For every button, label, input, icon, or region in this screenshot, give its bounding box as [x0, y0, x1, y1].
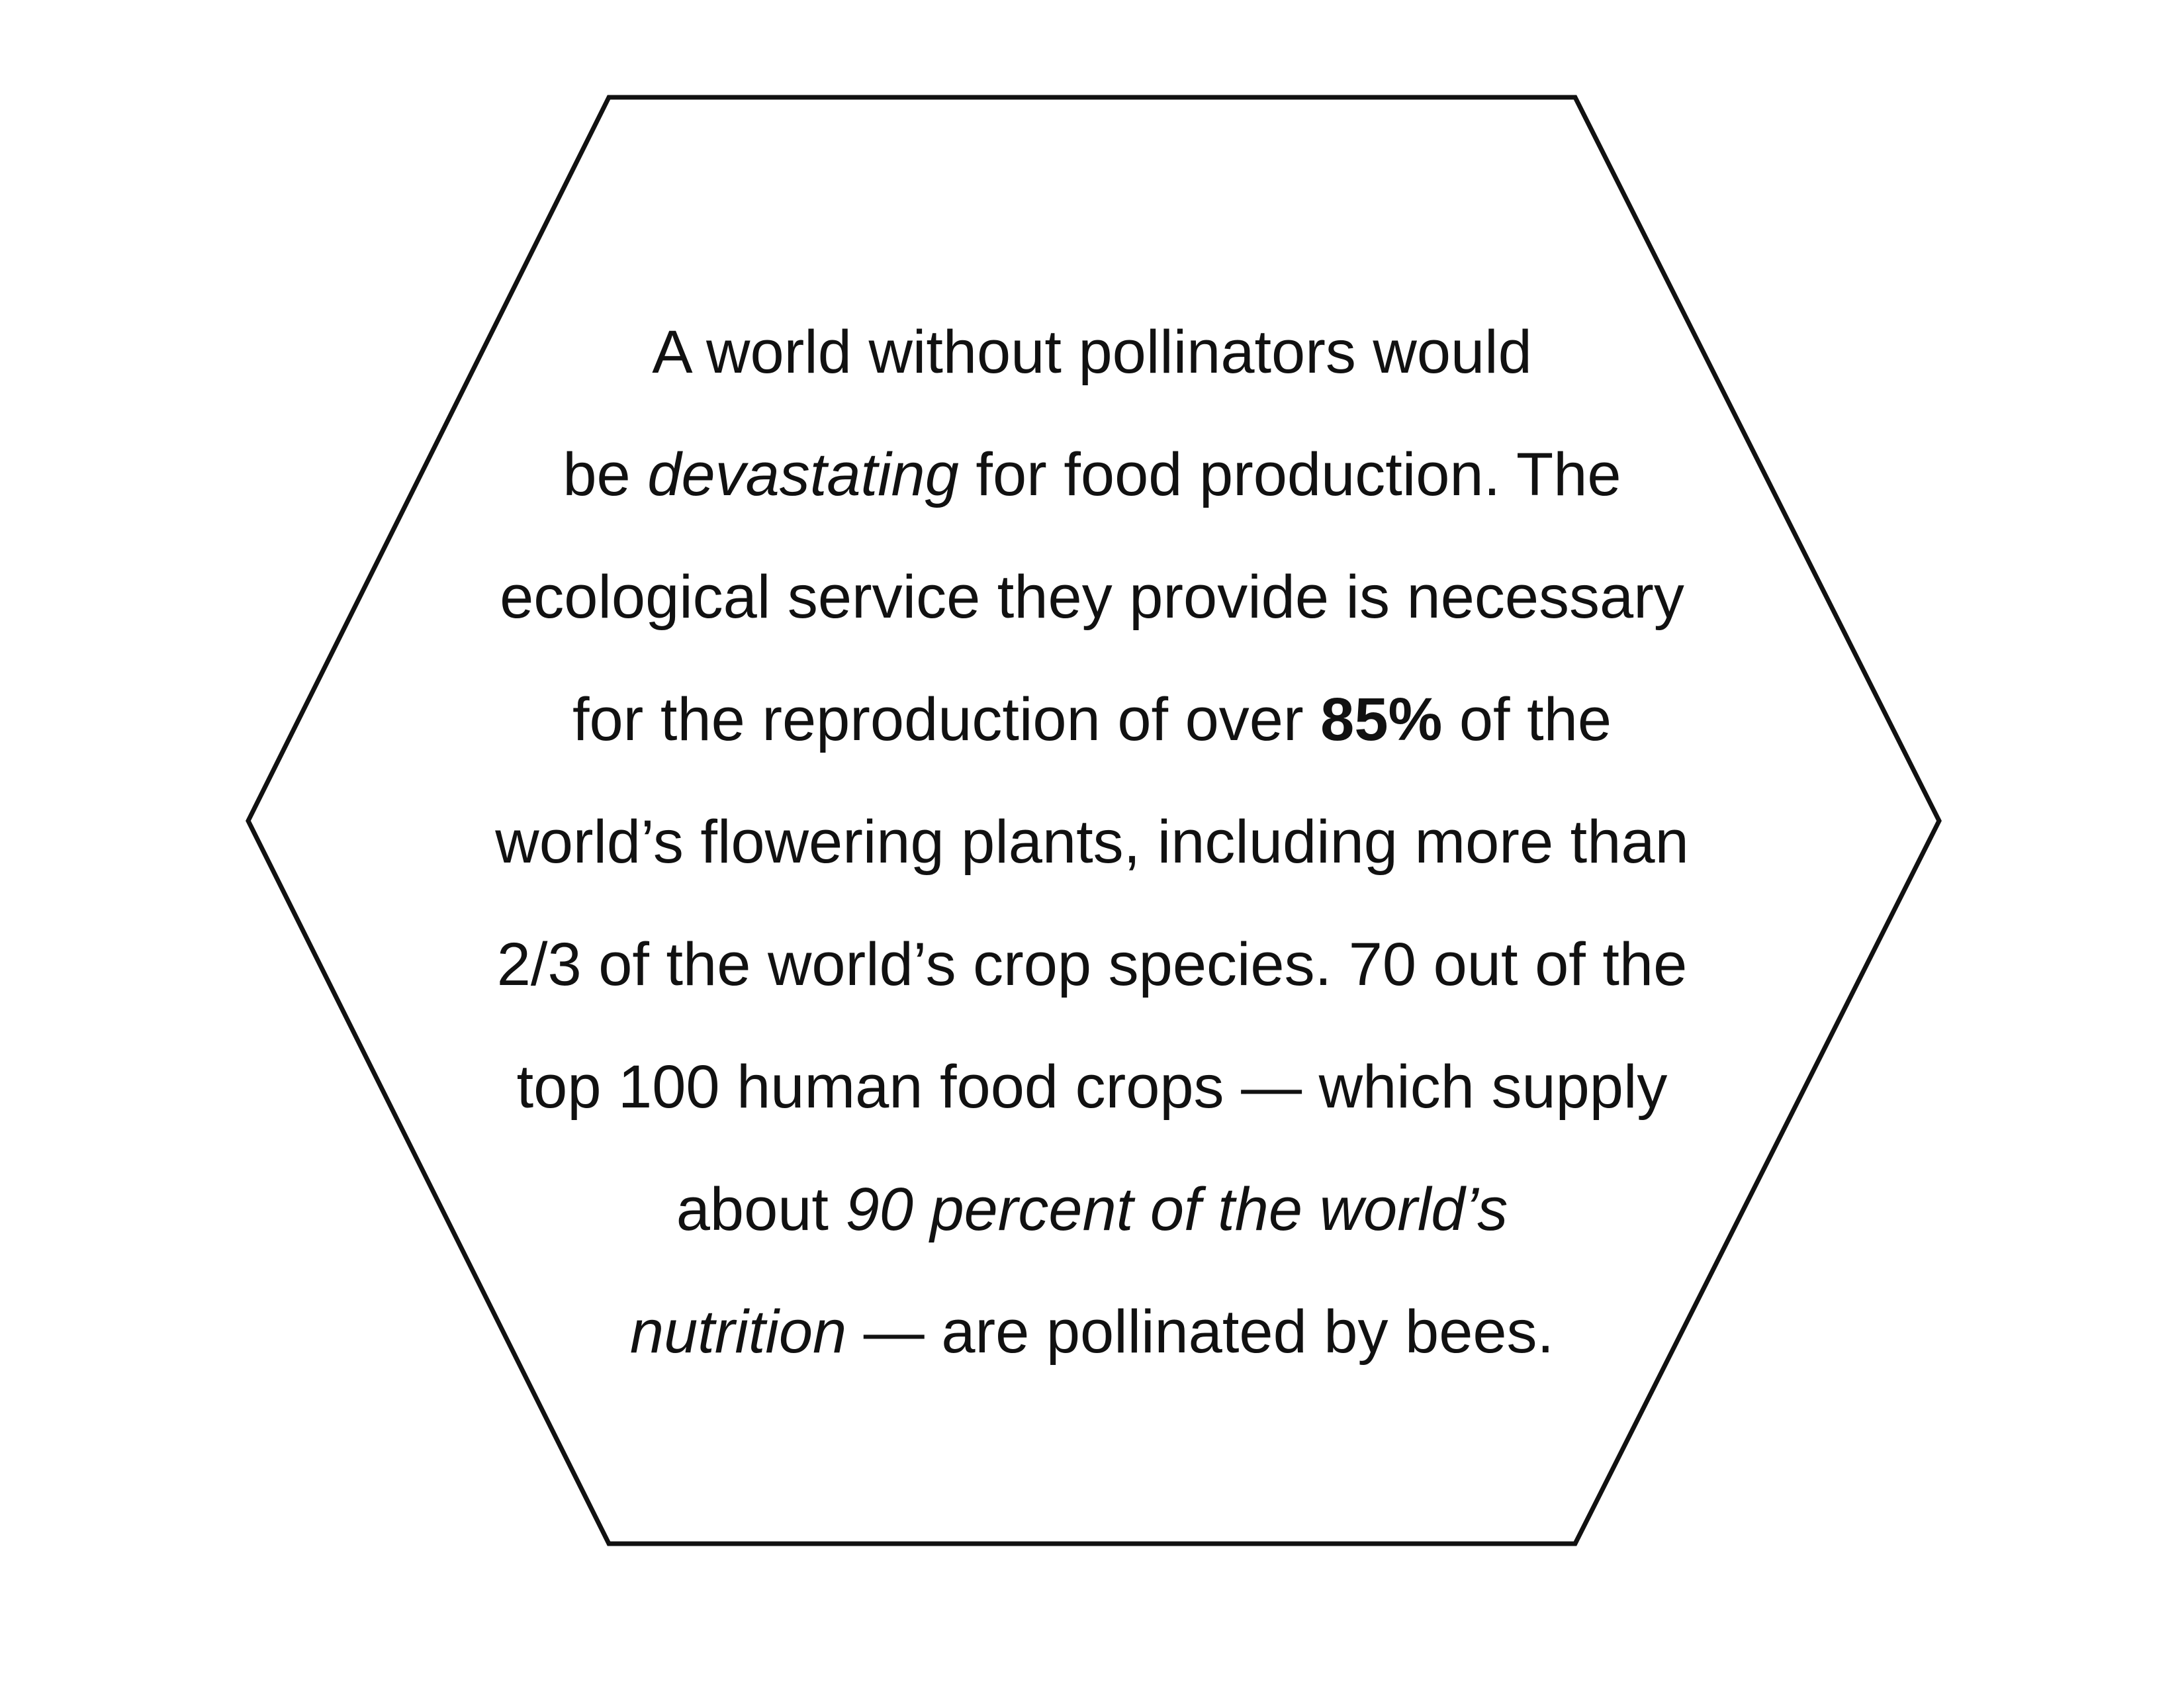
paragraph-line: 2/3 of the world’s crop species. 70 out …: [371, 904, 1813, 1026]
paragraph-text: about: [676, 1176, 846, 1243]
paragraph-line: nutrition — are pollinated by bees.: [371, 1271, 1813, 1393]
paragraph-line: world’s flowering plants, including more…: [371, 781, 1813, 904]
paragraph-line: A world without pollinators would: [371, 291, 1813, 414]
italic-segment: 90 percent of the world’s: [846, 1176, 1508, 1243]
paragraph-line: be devastating for food production. The: [371, 414, 1813, 536]
emphasis-italic-text: devastating: [647, 441, 959, 508]
paragraph-line: ecological service they provide is neces…: [371, 536, 1813, 659]
italic-segment: nutrition: [630, 1298, 846, 1366]
hexagon-outline: [246, 95, 1942, 1546]
paragraph-text: of the: [1442, 686, 1612, 753]
paragraph-text: be: [563, 441, 648, 508]
paragraph-text: world’s flowering plants, including more…: [495, 808, 1689, 876]
emphasis-italic-text: nutrition: [629, 1298, 847, 1366]
paragraph-text: — are pollinated by bees.: [846, 1298, 1555, 1366]
paragraph-text: 2/3 of the world’s crop species. 70 out …: [496, 931, 1688, 998]
paragraph-text: for food production. The: [958, 441, 1621, 508]
paragraph-text: ecological service they provide is neces…: [500, 563, 1684, 631]
bold-segment: 85%: [1320, 686, 1442, 753]
paragraph-line: for the reproduction of over 85% of the: [371, 659, 1813, 781]
emphasis-italic-text: 90 percent of the world’s: [845, 1176, 1508, 1243]
paragraph-text: A world without pollinators would: [652, 318, 1532, 386]
paragraph-line: top 100 human food crops — which supply: [371, 1026, 1813, 1149]
paragraph-text: top 100 human food crops — which supply: [516, 1053, 1668, 1121]
pollinators-paragraph: A world without pollinators would be deva…: [371, 291, 1813, 1393]
italic-segment: devastating: [647, 441, 959, 508]
paragraph-text: for the reproduction of over: [572, 686, 1321, 753]
paragraph-line: about 90 percent of the world’s: [371, 1149, 1813, 1271]
emphasis-bold-text: 85%: [1320, 686, 1443, 753]
